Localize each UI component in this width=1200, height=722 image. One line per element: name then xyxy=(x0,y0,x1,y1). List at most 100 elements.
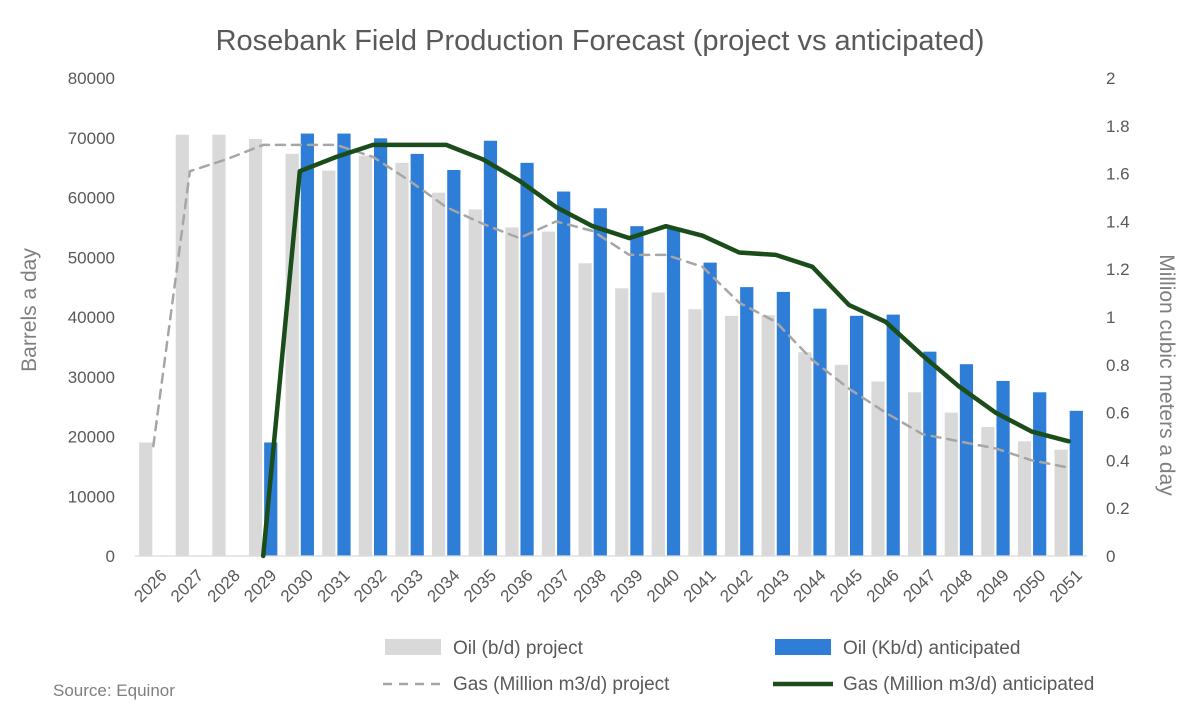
bar-oil-anticipated-2050 xyxy=(1033,392,1047,556)
bar-oil-anticipated-2038 xyxy=(593,208,607,556)
right-tick-label: 1.6 xyxy=(1106,165,1130,184)
x-tick-label: 2047 xyxy=(899,566,939,606)
legend-label-oil-anticipated: Oil (Kb/d) anticipated xyxy=(843,638,1020,659)
bar-oil-project-2031 xyxy=(322,170,336,557)
bar-oil-anticipated-2045 xyxy=(850,315,864,556)
right-tick-label: 1.2 xyxy=(1106,260,1130,279)
bar-oil-anticipated-2036 xyxy=(520,162,534,556)
x-tick-label: 2032 xyxy=(350,566,390,606)
right-tick-label: 1 xyxy=(1106,308,1115,327)
right-axis-title: Million cubic meters a day xyxy=(1155,254,1178,496)
right-tick-label: 0 xyxy=(1106,547,1115,566)
x-tick-label: 2045 xyxy=(826,566,866,606)
x-tick-label: 2030 xyxy=(277,566,317,606)
left-tick-label: 60000 xyxy=(68,189,115,208)
bar-oil-project-2034 xyxy=(432,192,446,556)
bar-oil-anticipated-2048 xyxy=(959,364,974,556)
legend-label-oil-project: Oil (b/d) project xyxy=(453,638,584,659)
x-tick-label: 2043 xyxy=(753,566,793,606)
x-tick-label: 2036 xyxy=(497,566,537,606)
bar-oil-anticipated-2049 xyxy=(996,380,1010,556)
right-axis-ticks: 0 0.2 0.4 0.6 0.8 1 1.2 1.4 1.6 1.8 2 xyxy=(1106,69,1130,566)
legend-label-gas-project: Gas (Million m3/d) project xyxy=(453,674,670,695)
x-tick-label: 2035 xyxy=(460,566,500,606)
bar-oil-anticipated-2047 xyxy=(923,351,937,556)
right-tick-label: 2 xyxy=(1106,69,1115,88)
right-tick-label: 0.4 xyxy=(1106,451,1130,470)
bar-oil-project-2051 xyxy=(1054,449,1068,556)
x-tick-label: 2039 xyxy=(606,566,646,606)
bar-oil-project-2032 xyxy=(358,155,372,557)
left-tick-label: 20000 xyxy=(68,428,115,447)
bar-oil-project-2038 xyxy=(578,263,592,556)
bar-oil-project-2028 xyxy=(212,134,226,556)
bar-oil-project-2036 xyxy=(505,227,519,556)
x-tick-label: 2041 xyxy=(680,566,720,606)
bar-oil-project-2026 xyxy=(139,442,153,556)
left-tick-label: 70000 xyxy=(68,129,115,148)
bar-oil-project-2048 xyxy=(944,412,958,556)
left-tick-label: 80000 xyxy=(68,69,115,88)
legend: Oil (b/d) project Oil (Kb/d) anticipated… xyxy=(383,638,1094,695)
line-gas-anticipated xyxy=(260,142,1071,559)
bar-oil-anticipated-2044 xyxy=(813,308,827,556)
x-tick-label: 2042 xyxy=(716,566,756,606)
bar-oil-project-2046 xyxy=(871,381,885,556)
bar-oil-anticipated-2040 xyxy=(666,227,681,556)
bar-oil-project-2049 xyxy=(981,426,995,556)
chart-title: Rosebank Field Production Forecast (proj… xyxy=(216,25,985,57)
right-tick-label: 0.2 xyxy=(1106,499,1130,518)
x-tick-label: 2029 xyxy=(240,566,280,606)
bar-oil-anticipated-2041 xyxy=(703,262,717,556)
right-tick-label: 1.8 xyxy=(1106,117,1130,136)
left-tick-label: 50000 xyxy=(68,248,115,267)
x-tick-label: 2028 xyxy=(204,566,244,606)
x-tick-label: 2027 xyxy=(167,566,207,606)
x-tick-label: 2033 xyxy=(387,566,427,606)
bar-oil-project-2040 xyxy=(651,292,665,556)
bar-oil-project-2029 xyxy=(248,138,263,556)
left-tick-label: 0 xyxy=(106,547,115,566)
x-tick-label: 2038 xyxy=(570,566,610,606)
bar-oil-project-2045 xyxy=(834,364,848,556)
x-axis-ticks: 2026202720282029203020312032203320342035… xyxy=(130,566,1086,606)
left-axis-ticks: 0 10000 20000 30000 40000 50000 60000 70000 8000… xyxy=(68,69,115,566)
x-tick-label: 2044 xyxy=(790,566,830,606)
right-tick-label: 0.6 xyxy=(1106,404,1130,423)
x-tick-label: 2031 xyxy=(314,566,354,606)
bar-oil-project-2033 xyxy=(395,162,409,556)
line-gas-project xyxy=(152,143,1070,469)
x-tick-label: 2037 xyxy=(533,566,573,606)
bar-oil-project-2044 xyxy=(798,352,812,556)
bar-oil-project-2043 xyxy=(761,315,775,556)
x-tick-label: 2049 xyxy=(973,566,1013,606)
left-tick-label: 40000 xyxy=(68,308,115,327)
bar-oil-anticipated-2039 xyxy=(630,226,644,556)
bar-oil-anticipated-2043 xyxy=(776,291,790,556)
bar-oil-project-2037 xyxy=(541,231,556,556)
bar-series-group xyxy=(139,133,1083,557)
x-tick-label: 2026 xyxy=(130,566,170,606)
bar-oil-anticipated-2031 xyxy=(337,133,351,556)
bar-oil-anticipated-2035 xyxy=(483,140,498,557)
bar-oil-project-2050 xyxy=(1017,441,1032,556)
left-axis-title: Barrels a day xyxy=(18,248,41,372)
x-tick-label: 2034 xyxy=(423,566,463,606)
x-tick-label: 2048 xyxy=(936,566,976,606)
bar-oil-anticipated-2033 xyxy=(410,153,424,556)
x-tick-label: 2040 xyxy=(643,566,683,606)
bar-oil-anticipated-2037 xyxy=(557,191,571,556)
left-tick-label: 10000 xyxy=(68,487,115,506)
bar-oil-project-2047 xyxy=(908,392,922,556)
left-tick-label: 30000 xyxy=(68,368,115,387)
line-series-group xyxy=(152,142,1071,559)
x-tick-label: 2046 xyxy=(863,566,903,606)
bar-oil-anticipated-2051 xyxy=(1069,410,1083,556)
x-tick-label: 2051 xyxy=(1046,566,1086,606)
legend-label-gas-anticipated: Gas (Million m3/d) anticipated xyxy=(843,674,1094,695)
bar-oil-project-2035 xyxy=(468,209,482,556)
bar-oil-project-2041 xyxy=(688,309,702,556)
right-tick-label: 1.4 xyxy=(1106,212,1130,231)
